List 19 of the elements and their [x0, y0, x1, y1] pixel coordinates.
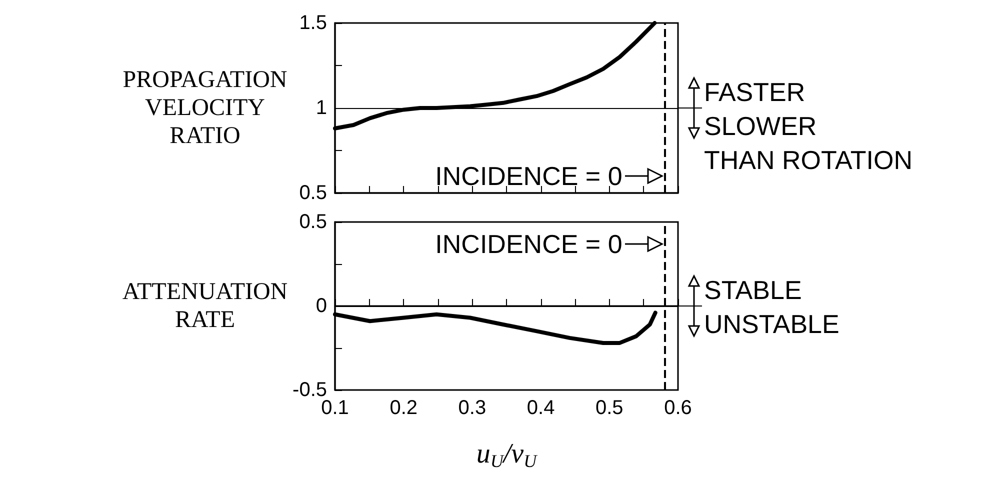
x-tick-label: 0.5 — [595, 397, 624, 419]
y-tick-label: 1.5 — [299, 12, 327, 34]
x-tick-label: 0.4 — [526, 397, 555, 419]
text: FASTER — [704, 77, 806, 107]
annotation: INCIDENCE = 0 — [435, 228, 622, 259]
annotation: INCIDENCE = 0 — [435, 161, 622, 191]
y-tick-label: 0 — [316, 295, 327, 317]
x-tick-label: 0.3 — [458, 397, 486, 419]
y-axis-title: ATTENUATION RATE — [122, 279, 288, 333]
text: SLOWER — [704, 111, 817, 141]
text: UNSTABLE — [704, 309, 840, 339]
y-tick-label: 1 — [316, 97, 327, 119]
text: STABLE — [704, 275, 802, 305]
x-tick-label: 0.2 — [390, 397, 418, 419]
y-tick-label: 0.5 — [299, 211, 327, 233]
y-tick-label: 0.5 — [299, 182, 327, 204]
y-axis-title: PROPAGATION VELOCITY RATIO — [122, 67, 288, 149]
x-tick-label: 0.6 — [664, 397, 692, 419]
text: THAN ROTATION — [704, 145, 912, 175]
